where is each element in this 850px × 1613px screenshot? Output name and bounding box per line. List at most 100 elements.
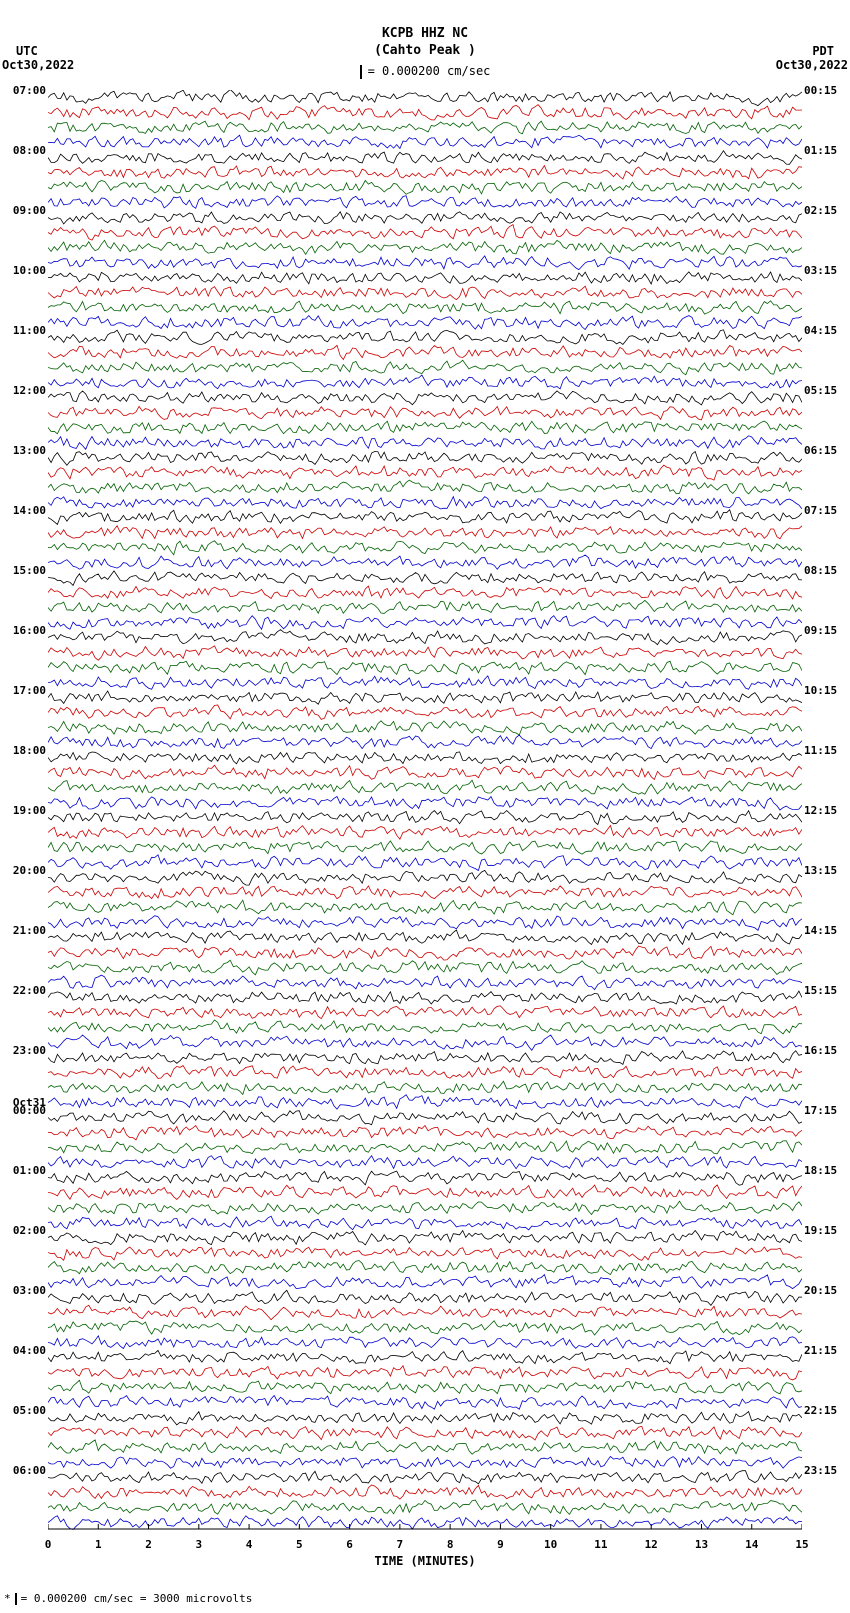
left-hour-label: 14:00 — [13, 504, 46, 517]
x-tick: 15 — [795, 1538, 808, 1551]
seismic-trace — [48, 526, 802, 539]
right-hour-label: 13:15 — [804, 864, 837, 877]
seismic-trace — [48, 1111, 802, 1125]
right-hour-label: 11:15 — [804, 744, 837, 757]
seismic-trace — [48, 1366, 802, 1380]
x-tick: 10 — [544, 1538, 557, 1551]
seismic-trace — [48, 1261, 802, 1275]
seismic-trace — [48, 1051, 802, 1065]
seismic-trace — [48, 360, 802, 375]
seismic-trace — [48, 752, 802, 764]
seismic-trace — [48, 555, 802, 569]
seismic-trace — [48, 1006, 802, 1019]
seismic-trace — [48, 1380, 802, 1394]
seismic-trace — [48, 541, 802, 555]
seismic-trace — [48, 960, 802, 975]
seismic-trace — [48, 780, 802, 794]
left-hour-label: 20:00 — [13, 864, 46, 877]
seismic-trace — [48, 316, 802, 330]
x-tick: 2 — [145, 1538, 152, 1551]
seismic-trace — [48, 1185, 802, 1200]
x-tick: 14 — [745, 1538, 758, 1551]
x-tick: 0 — [45, 1538, 52, 1551]
left-hour-label: 11:00 — [13, 324, 46, 337]
seismic-trace — [48, 1275, 802, 1289]
seismic-trace — [48, 256, 802, 270]
right-hour-label: 20:15 — [804, 1284, 837, 1297]
x-tick: 9 — [497, 1538, 504, 1551]
seismic-trace — [48, 497, 802, 509]
seismic-trace — [48, 870, 802, 885]
left-timezone: UTC — [16, 44, 38, 58]
seismic-trace — [48, 1081, 802, 1094]
left-hour-label: 02:00 — [13, 1224, 46, 1237]
station-location: (Cahto Peak ) — [0, 43, 850, 58]
seismic-trace — [48, 181, 802, 195]
right-hour-label: 16:15 — [804, 1044, 837, 1057]
seismic-trace — [48, 1247, 802, 1260]
seismic-trace — [48, 930, 802, 945]
seismic-trace — [48, 480, 802, 494]
seismic-trace — [48, 166, 802, 179]
seismic-trace — [48, 916, 802, 931]
x-tick: 13 — [695, 1538, 708, 1551]
seismic-trace — [48, 90, 802, 106]
x-tick: 3 — [195, 1538, 202, 1551]
seismic-trace — [48, 1412, 802, 1425]
seismic-trace — [48, 630, 802, 645]
seismic-trace — [48, 272, 802, 284]
right-hour-label: 05:15 — [804, 384, 837, 397]
left-hour-label: 17:00 — [13, 684, 46, 697]
seismic-trace — [48, 196, 802, 209]
left-hour-label: 01:00 — [13, 1164, 46, 1177]
x-tick: 7 — [397, 1538, 404, 1551]
seismic-trace — [48, 1171, 802, 1185]
left-hour-label: 21:00 — [13, 924, 46, 937]
seismic-trace — [48, 1500, 802, 1514]
seismic-trace — [48, 1471, 802, 1484]
right-hour-label: 04:15 — [804, 324, 837, 337]
seismic-trace — [48, 676, 802, 689]
right-hour-label: 18:15 — [804, 1164, 837, 1177]
left-hour-label: 10:00 — [13, 264, 46, 277]
seismic-trace — [48, 1440, 802, 1454]
left-hour-label: 23:00 — [13, 1044, 46, 1057]
left-hour-label: 05:00 — [13, 1404, 46, 1417]
seismic-trace — [48, 735, 802, 749]
right-hour-label: 06:15 — [804, 444, 837, 457]
left-hour-label: 18:00 — [13, 744, 46, 757]
seismic-trace — [48, 616, 802, 630]
x-tick: 11 — [594, 1538, 607, 1551]
seismic-trace — [48, 1290, 802, 1305]
scale-marker: = 0.000200 cm/sec — [0, 64, 850, 79]
seismic-trace — [48, 797, 802, 811]
seismic-trace — [48, 691, 802, 704]
seismic-trace — [48, 510, 802, 525]
seismic-trace — [48, 1201, 802, 1214]
right-hour-label: 00:15 — [804, 84, 837, 97]
seismic-trace — [48, 1336, 802, 1349]
left-hour-label: 08:00 — [13, 144, 46, 157]
seismic-trace — [48, 991, 802, 1004]
right-date: Oct30,2022 — [776, 58, 848, 72]
seismic-trace — [48, 705, 802, 719]
seismic-trace — [48, 841, 802, 854]
seismic-trace — [48, 826, 802, 840]
seismic-trace — [48, 1485, 802, 1499]
seismic-trace — [48, 1516, 802, 1530]
seismic-trace — [48, 151, 802, 165]
seismic-trace — [48, 1066, 802, 1079]
footer-scale: *= 0.000200 cm/sec = 3000 microvolts — [4, 1592, 252, 1605]
right-hour-label: 10:15 — [804, 684, 837, 697]
left-hour-label: 03:00 — [13, 1284, 46, 1297]
seismic-trace — [48, 465, 802, 480]
seismic-trace — [48, 436, 802, 450]
left-hour-label: 04:00 — [13, 1344, 46, 1357]
seismic-trace — [48, 946, 802, 960]
seismic-trace — [48, 1350, 802, 1363]
seismic-trace — [48, 586, 802, 599]
right-hour-label: 09:15 — [804, 624, 837, 637]
seismic-trace — [48, 1457, 802, 1469]
seismic-trace — [48, 135, 802, 148]
seismic-trace — [48, 1156, 802, 1169]
